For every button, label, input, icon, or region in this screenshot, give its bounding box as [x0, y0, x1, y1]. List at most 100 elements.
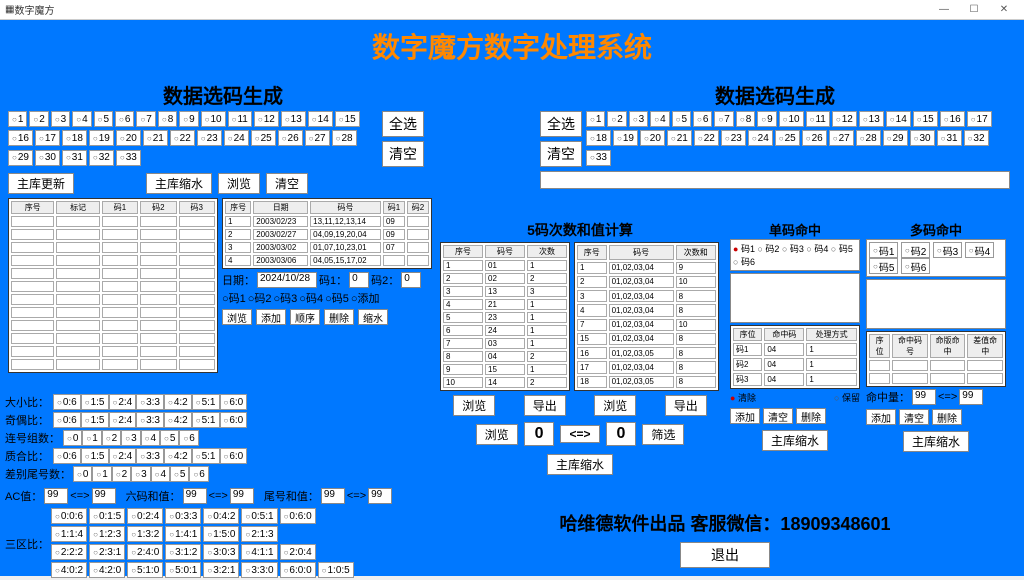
- checkbox-29[interactable]: 29: [8, 150, 33, 166]
- checkbox-16[interactable]: 16: [940, 111, 965, 127]
- checkbox-3[interactable]: 3: [629, 111, 648, 127]
- multi-opt-码6[interactable]: 码6: [901, 258, 930, 274]
- ac-v1[interactable]: 99: [44, 488, 68, 504]
- checkbox-28[interactable]: 28: [332, 130, 357, 146]
- checkbox-4[interactable]: 4: [151, 466, 170, 482]
- checkbox-3:3[interactable]: 3:3: [136, 394, 164, 410]
- checkbox-1[interactable]: 1: [82, 430, 101, 446]
- checkbox-7[interactable]: 7: [714, 111, 733, 127]
- hit-add-button[interactable]: 添加: [730, 408, 760, 424]
- mid-mainshrink-button[interactable]: 主库缩水: [547, 454, 613, 475]
- checkbox-0:6:0[interactable]: 0:6:0: [280, 508, 316, 524]
- checkbox-1:2:3[interactable]: 1:2:3: [89, 526, 125, 542]
- checkbox-5[interactable]: 5: [170, 466, 189, 482]
- checkbox-25[interactable]: 25: [251, 130, 276, 146]
- ac-v2[interactable]: 99: [92, 488, 116, 504]
- checkbox-12[interactable]: 12: [254, 111, 279, 127]
- checkbox-10[interactable]: 10: [779, 111, 804, 127]
- single-opt-码2[interactable]: 码2: [757, 244, 779, 254]
- checkbox-4:2[interactable]: 4:2: [164, 448, 192, 464]
- checkbox-18[interactable]: 18: [62, 130, 87, 146]
- checkbox-13[interactable]: 13: [281, 111, 306, 127]
- checkbox-5[interactable]: 5: [160, 430, 179, 446]
- checkbox-3[interactable]: 3: [131, 466, 150, 482]
- single-opt-码3[interactable]: 码3: [782, 244, 804, 254]
- link-add[interactable]: ○添加: [351, 290, 380, 306]
- browse2-button[interactable]: 浏览: [222, 309, 252, 325]
- liuma-v2[interactable]: 99: [230, 488, 254, 504]
- right-textbox[interactable]: [540, 171, 1010, 189]
- checkbox-0:6[interactable]: 0:6: [53, 448, 81, 464]
- checkbox-9[interactable]: 9: [179, 111, 198, 127]
- checkbox-6[interactable]: 6: [179, 430, 198, 446]
- checkbox-2:4:0[interactable]: 2:4:0: [127, 544, 163, 560]
- checkbox-0:1:5[interactable]: 0:1:5: [89, 508, 125, 524]
- checkbox-2:0:4[interactable]: 2:0:4: [280, 544, 316, 560]
- shrink2-button[interactable]: 缩水: [358, 309, 388, 325]
- checkbox-3:0:3[interactable]: 3:0:3: [203, 544, 239, 560]
- select-all-r-button[interactable]: 全选: [540, 111, 582, 137]
- checkbox-0:2:4[interactable]: 0:2:4: [127, 508, 163, 524]
- checkbox-28[interactable]: 28: [856, 130, 881, 146]
- checkbox-0:0:6[interactable]: 0:0:6: [51, 508, 87, 524]
- single-opt-码1[interactable]: 码1: [733, 244, 755, 254]
- multi-delete-button[interactable]: 删除: [932, 409, 962, 425]
- multi-shrink-button[interactable]: 主库缩水: [903, 431, 969, 452]
- checkbox-23[interactable]: 23: [197, 130, 222, 146]
- single-opt-码4[interactable]: 码4: [806, 244, 828, 254]
- checkbox-4:1:1[interactable]: 4:1:1: [241, 544, 277, 560]
- checkbox-3[interactable]: 3: [121, 430, 140, 446]
- checkbox-3[interactable]: 3: [51, 111, 70, 127]
- checkbox-16[interactable]: 16: [8, 130, 33, 146]
- clear-button[interactable]: 清空: [382, 141, 424, 167]
- weihao-v2[interactable]: 99: [368, 488, 392, 504]
- checkbox-15[interactable]: 15: [335, 111, 360, 127]
- checkbox-7[interactable]: 7: [136, 111, 155, 127]
- checkbox-8[interactable]: 8: [158, 111, 177, 127]
- checkbox-14[interactable]: 14: [886, 111, 911, 127]
- code1-input[interactable]: 0: [349, 272, 369, 288]
- checkbox-11[interactable]: 11: [806, 111, 830, 127]
- checkbox-5[interactable]: 5: [672, 111, 691, 127]
- checkbox-0:4:2[interactable]: 0:4:2: [203, 508, 239, 524]
- checkbox-20[interactable]: 20: [116, 130, 141, 146]
- hit-v2[interactable]: 99: [959, 389, 983, 405]
- checkbox-15[interactable]: 15: [913, 111, 938, 127]
- checkbox-25[interactable]: 25: [775, 130, 800, 146]
- checkbox-8[interactable]: 8: [736, 111, 755, 127]
- checkbox-1[interactable]: 1: [586, 111, 605, 127]
- multi-opt-码5[interactable]: 码5: [869, 258, 898, 274]
- checkbox-22[interactable]: 22: [170, 130, 195, 146]
- clear-r-button[interactable]: 清空: [540, 141, 582, 167]
- checkbox-6[interactable]: 6: [693, 111, 712, 127]
- checkbox-4[interactable]: 4: [72, 111, 91, 127]
- clear2-button[interactable]: 清空: [266, 173, 308, 194]
- hit-delete-button[interactable]: 删除: [796, 408, 826, 424]
- checkbox-3:3[interactable]: 3:3: [136, 412, 164, 428]
- close-icon[interactable]: ✕: [989, 4, 1019, 15]
- single-opt-码5[interactable]: 码5: [831, 244, 853, 254]
- add-button[interactable]: 添加: [256, 309, 286, 325]
- checkbox-6[interactable]: 6: [115, 111, 134, 127]
- checkbox-2[interactable]: 2: [112, 466, 131, 482]
- link-码5[interactable]: ○码5: [325, 290, 349, 306]
- checkbox-17[interactable]: 17: [35, 130, 60, 146]
- checkbox-1[interactable]: 1: [92, 466, 111, 482]
- hit-shrink-button[interactable]: 主库缩水: [762, 430, 828, 451]
- checkbox-4[interactable]: 4: [650, 111, 669, 127]
- multi-opt-码1[interactable]: 码1: [869, 242, 898, 258]
- checkbox-9[interactable]: 9: [757, 111, 776, 127]
- checkbox-10[interactable]: 10: [201, 111, 226, 127]
- checkbox-2[interactable]: 2: [102, 430, 121, 446]
- checkbox-33[interactable]: 33: [586, 150, 611, 166]
- checkbox-11[interactable]: 11: [228, 111, 252, 127]
- mid-export-button[interactable]: 导出: [524, 395, 566, 416]
- checkbox-31[interactable]: 31: [937, 130, 962, 146]
- mid-browse2-button[interactable]: 浏览: [594, 395, 636, 416]
- single-opt-码6[interactable]: 码6: [733, 257, 755, 267]
- checkbox-14[interactable]: 14: [308, 111, 333, 127]
- main-update-button[interactable]: 主库更新: [8, 173, 74, 194]
- checkbox-1:5[interactable]: 1:5: [81, 394, 109, 410]
- link-码4[interactable]: ○码4: [299, 290, 323, 306]
- checkbox-0:6[interactable]: 0:6: [53, 412, 81, 428]
